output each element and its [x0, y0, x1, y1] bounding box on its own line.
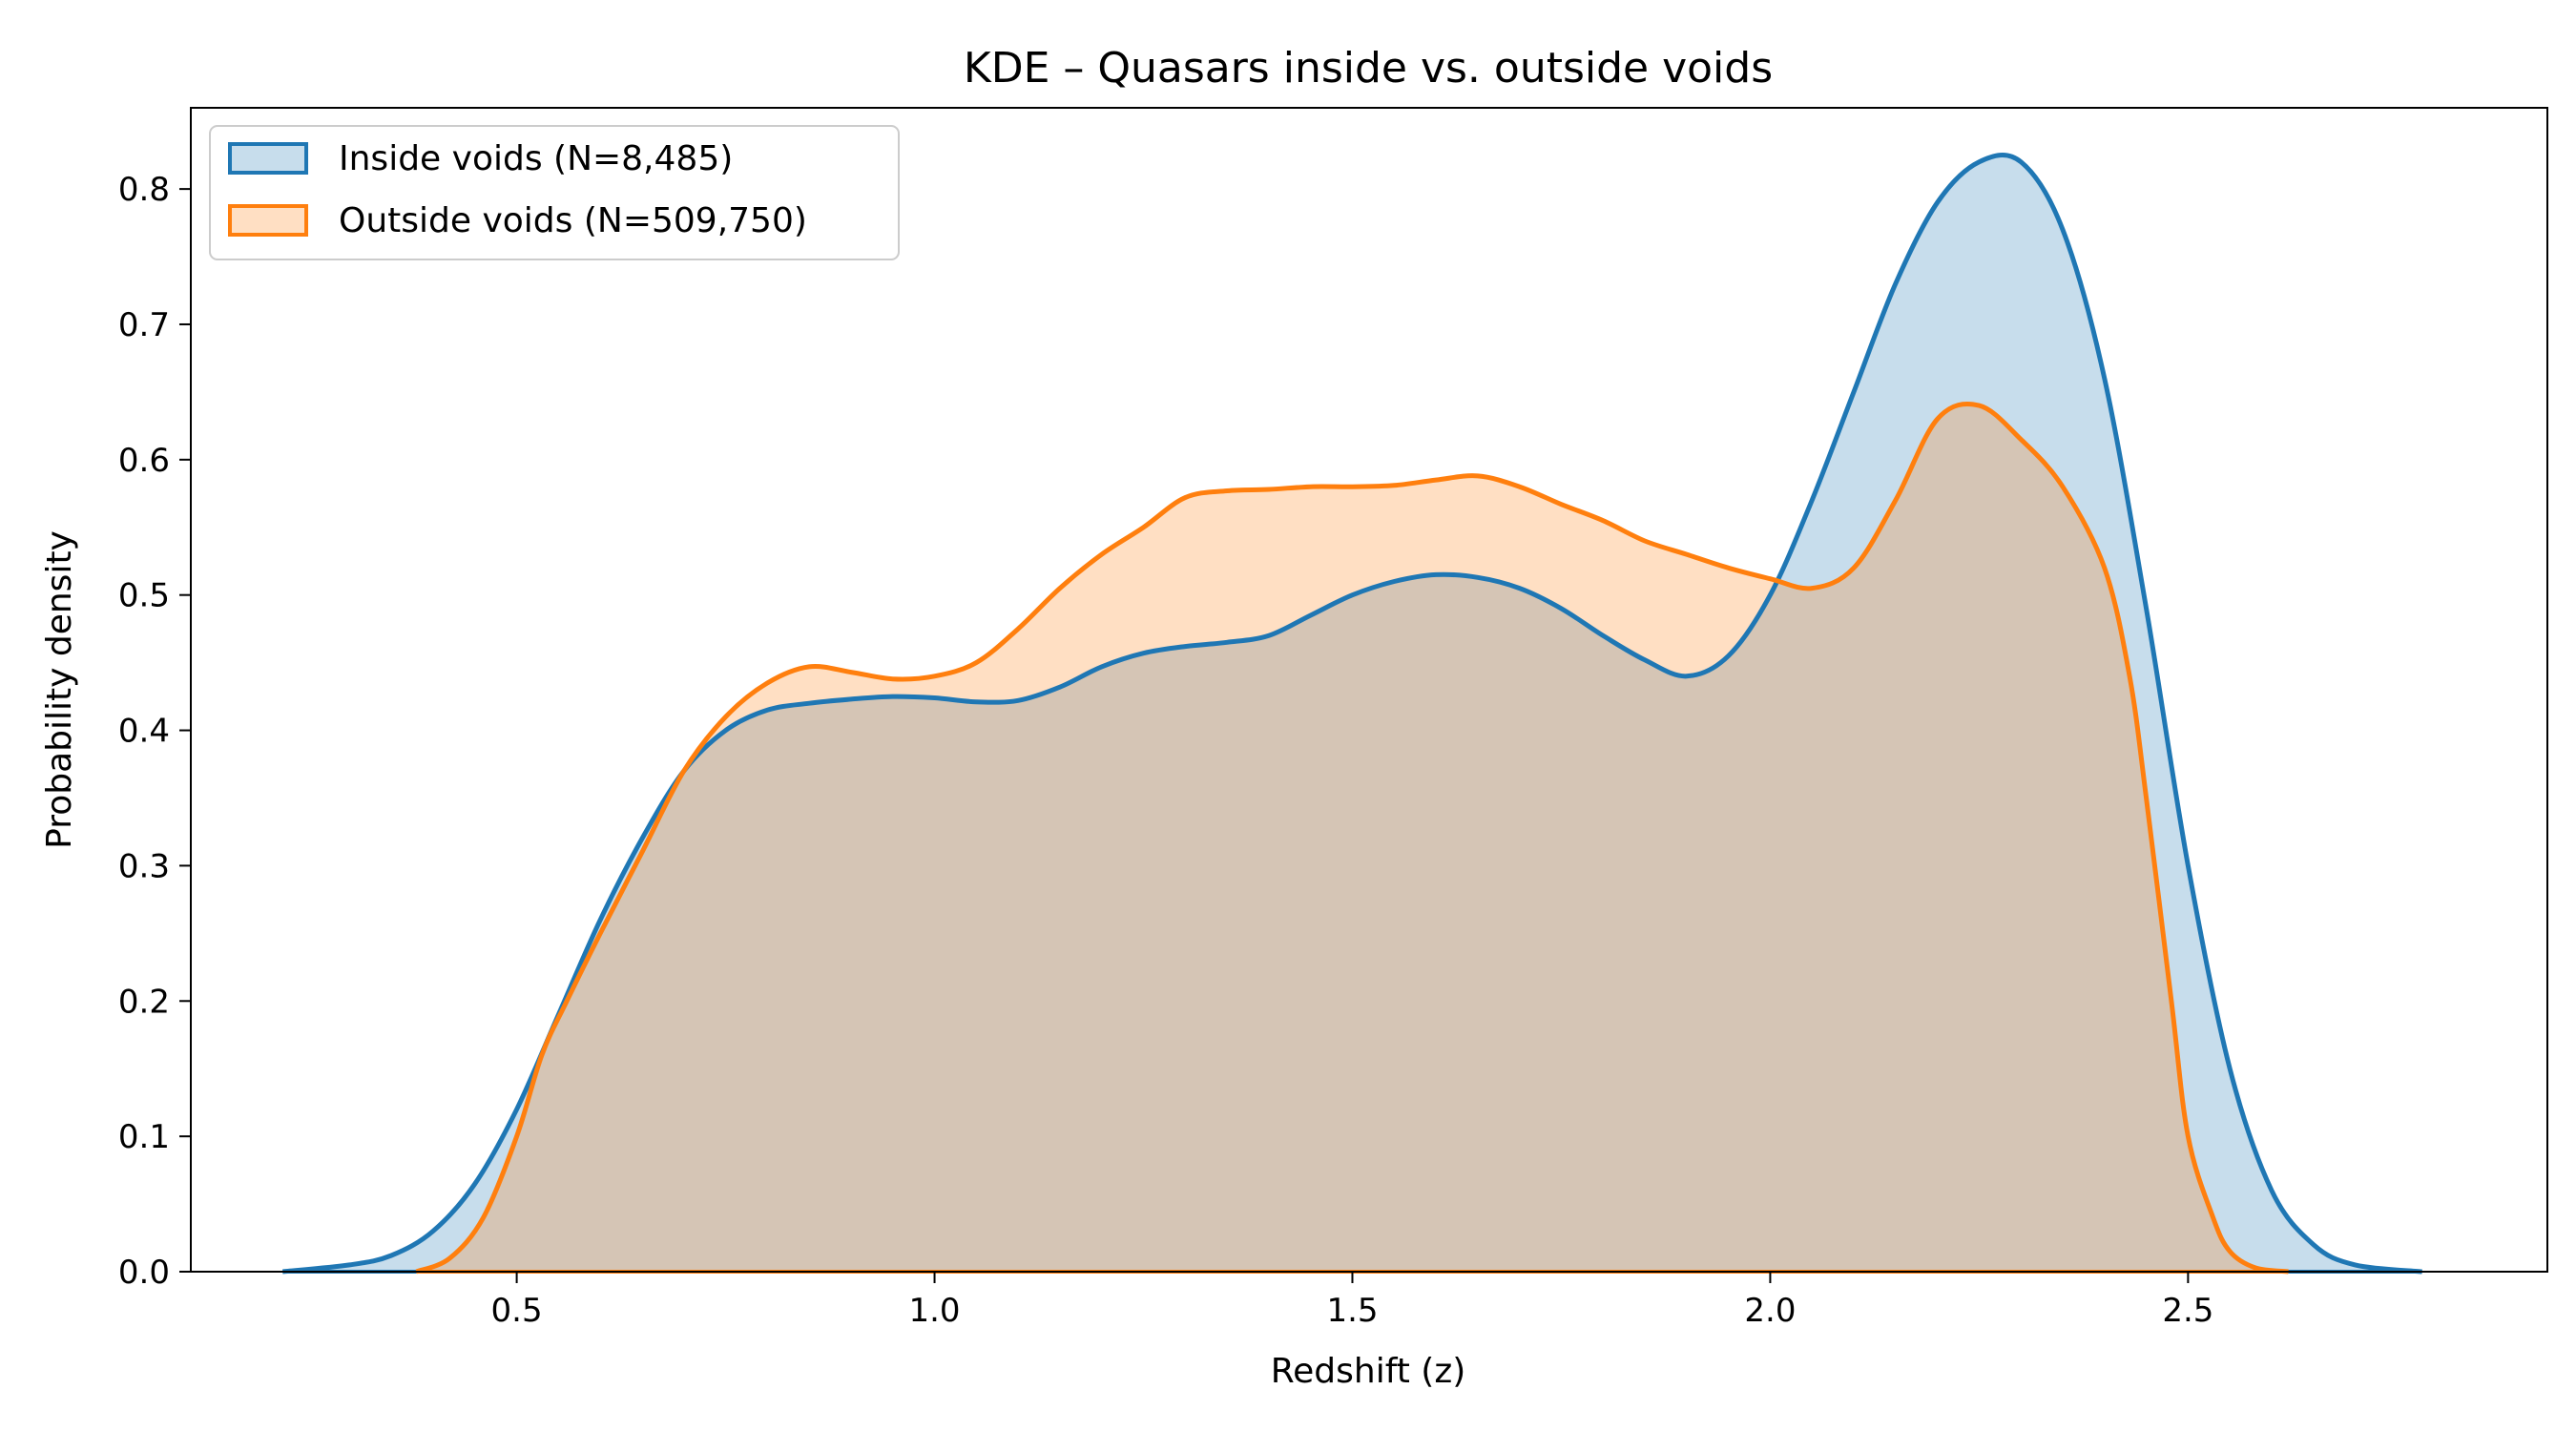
chart-title: KDE – Quasars inside vs. outside voids: [964, 44, 1773, 93]
legend-swatch-outside: [228, 204, 308, 237]
x-tick-label: 2.5: [2162, 1292, 2213, 1330]
x-axis-label: Redshift (z): [1271, 1352, 1466, 1391]
y-tick-label: 0.1: [118, 1118, 170, 1156]
legend-box: [209, 125, 900, 260]
y-tick-label: 0.7: [118, 306, 170, 344]
y-tick-label: 0.0: [118, 1254, 170, 1292]
density-fill-inside: [282, 155, 2422, 1273]
y-tick-label: 0.3: [118, 847, 170, 885]
x-tick-label: 2.0: [1744, 1292, 1796, 1330]
legend-swatch-inside: [228, 142, 308, 175]
legend-label-inside: Inside voids (N=8,485): [339, 139, 733, 178]
legend-label-outside: Outside voids (N=509,750): [339, 201, 807, 240]
y-tick-label: 0.2: [118, 983, 170, 1021]
y-axis-label: Probability density: [40, 530, 79, 849]
y-tick-label: 0.8: [118, 171, 170, 209]
y-tick-label: 0.6: [118, 442, 170, 480]
plot-frame: [190, 107, 2548, 1273]
density-line-outside: [415, 401, 2289, 1275]
legend: Inside voids (N=8,485) Outside voids (N=…: [209, 125, 900, 260]
density-fill-outside: [416, 404, 2289, 1272]
x-tick-label: 1.5: [1326, 1292, 1378, 1330]
y-tick-label: 0.4: [118, 713, 170, 751]
y-tick-label: 0.5: [118, 577, 170, 615]
x-tick-label: 1.0: [908, 1292, 960, 1330]
density-line-inside: [282, 153, 2422, 1275]
x-tick-label: 0.5: [491, 1292, 543, 1330]
